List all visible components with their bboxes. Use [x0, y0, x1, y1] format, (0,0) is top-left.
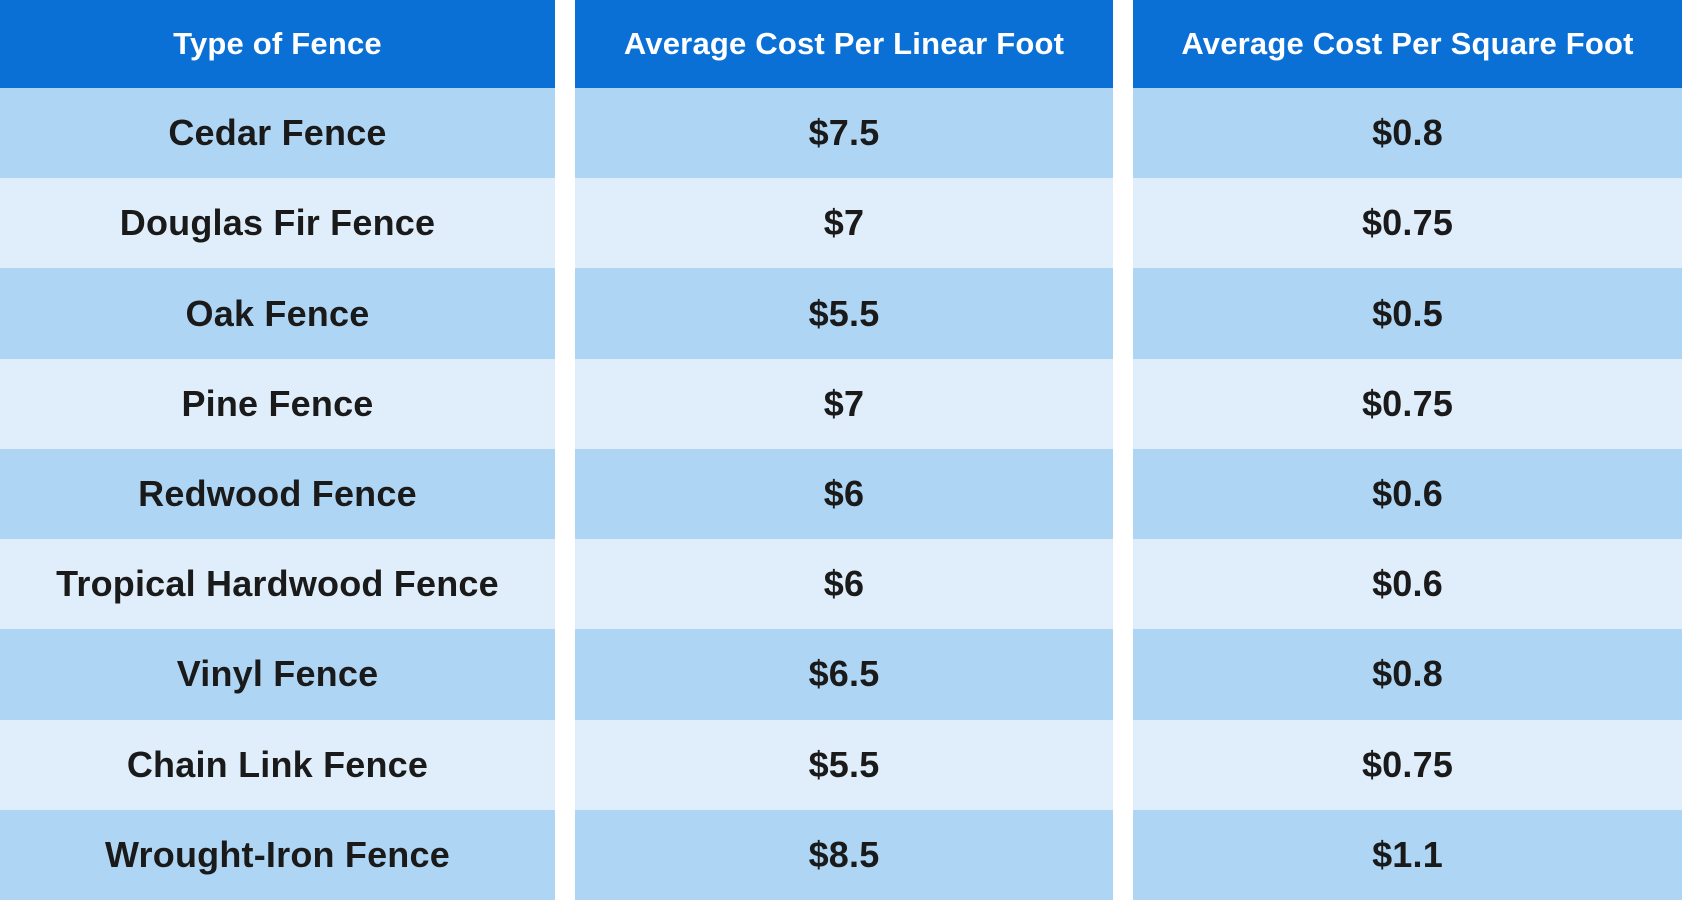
- table-row-douglas-fir-fence: Douglas Fir Fence $7 $0.75: [0, 178, 1682, 269]
- square-cost-cell: $0.6: [1133, 539, 1682, 630]
- column-header-fence-type: Type of Fence: [0, 0, 555, 88]
- square-cost-cell: $0.75: [1133, 719, 1682, 810]
- table-row-redwood-fence: Redwood Fence $6 $0.6: [0, 448, 1682, 540]
- fence-type-cell: Wrought-Iron Fence: [0, 809, 555, 900]
- fence-type-cell: Tropical Hardwood Fence: [0, 539, 555, 630]
- table-row-oak-fence: Oak Fence $5.5 $0.5: [0, 268, 1682, 359]
- square-cost-cell: $0.5: [1133, 268, 1682, 359]
- square-cost-cell: $0.8: [1133, 629, 1682, 720]
- table-row-cedar-fence: Cedar Fence $7.5 $0.8: [0, 88, 1682, 179]
- table-header-row: Type of Fence Average Cost Per Linear Fo…: [0, 0, 1682, 88]
- table-row-pine-fence: Pine Fence $7 $0.75: [0, 358, 1682, 449]
- column-header-cost-linear-foot: Average Cost Per Linear Foot: [575, 0, 1113, 88]
- linear-cost-cell: $6: [575, 448, 1113, 540]
- linear-cost-cell: $7.5: [575, 88, 1113, 179]
- column-header-cost-square-foot: Average Cost Per Square Foot: [1133, 0, 1682, 88]
- fence-type-cell: Chain Link Fence: [0, 719, 555, 810]
- linear-cost-cell: $5.5: [575, 268, 1113, 359]
- fence-type-cell: Oak Fence: [0, 268, 555, 359]
- square-cost-cell: $0.75: [1133, 178, 1682, 269]
- linear-cost-cell: $7: [575, 178, 1113, 269]
- linear-cost-cell: $8.5: [575, 809, 1113, 900]
- square-cost-cell: $0.8: [1133, 88, 1682, 179]
- fence-type-cell: Pine Fence: [0, 358, 555, 449]
- linear-cost-cell: $6: [575, 539, 1113, 630]
- square-cost-cell: $0.75: [1133, 358, 1682, 449]
- table-row-tropical-hardwood-fence: Tropical Hardwood Fence $6 $0.6: [0, 539, 1682, 630]
- linear-cost-cell: $6.5: [575, 629, 1113, 720]
- fence-type-cell: Redwood Fence: [0, 448, 555, 540]
- square-cost-cell: $0.6: [1133, 448, 1682, 540]
- linear-cost-cell: $7: [575, 358, 1113, 449]
- fence-type-cell: Vinyl Fence: [0, 629, 555, 720]
- table-row-wrought-iron-fence: Wrought-Iron Fence $8.5 $1.1: [0, 809, 1682, 900]
- fence-type-cell: Cedar Fence: [0, 88, 555, 179]
- table-row-chain-link-fence: Chain Link Fence $5.5 $0.75: [0, 719, 1682, 810]
- fence-type-cell: Douglas Fir Fence: [0, 178, 555, 269]
- square-cost-cell: $1.1: [1133, 809, 1682, 900]
- table-row-vinyl-fence: Vinyl Fence $6.5 $0.8: [0, 629, 1682, 720]
- linear-cost-cell: $5.5: [575, 719, 1113, 810]
